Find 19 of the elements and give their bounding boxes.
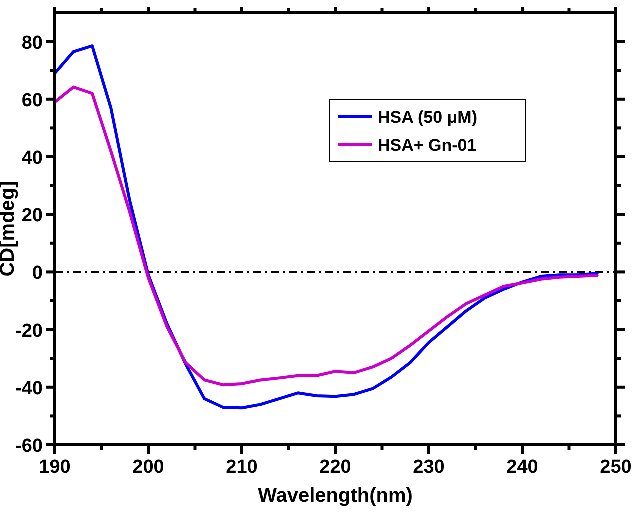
x-axis-title: Wavelength(nm) xyxy=(258,485,413,507)
y-tick-label: 40 xyxy=(22,148,43,169)
y-tick-label: -20 xyxy=(16,320,43,342)
x-tick-label: 250 xyxy=(600,457,632,478)
x-tick-label: 190 xyxy=(39,457,71,478)
y-tick-label: 20 xyxy=(22,206,43,227)
legend-label: HSA+ Gn-01 xyxy=(378,136,477,155)
y-tick-label: -60 xyxy=(16,436,43,457)
x-tick-label: 200 xyxy=(132,457,164,478)
y-tick-label: -40 xyxy=(16,378,43,400)
legend-label: HSA (50 μM) xyxy=(378,108,478,127)
line-series xyxy=(54,86,599,387)
x-tick-label: 230 xyxy=(413,457,445,478)
y-tick-label: 60 xyxy=(22,90,43,112)
y-tick-label: 80 xyxy=(22,32,43,54)
y-tick-label: 0 xyxy=(32,263,43,284)
x-tick-label: 240 xyxy=(506,457,538,478)
x-tick-label: 210 xyxy=(226,457,258,478)
x-tick-label: 220 xyxy=(320,457,352,478)
